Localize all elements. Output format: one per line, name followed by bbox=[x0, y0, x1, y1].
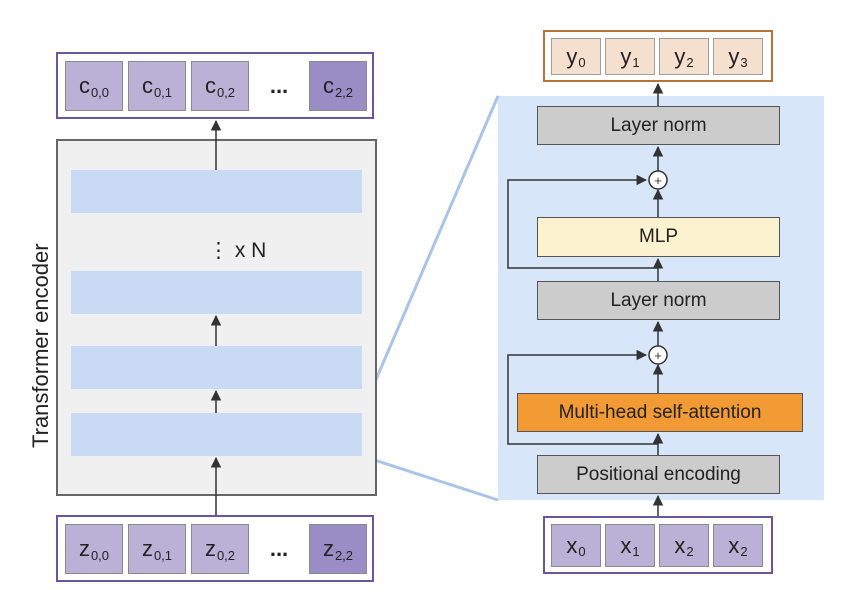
layer-norm-mid: Layer norm bbox=[537, 281, 780, 320]
input-token: z 2,2 bbox=[309, 524, 367, 574]
zoom-line-bottom bbox=[361, 454, 499, 502]
input-token: z 0,0 bbox=[65, 524, 123, 574]
input-token: z 0,1 bbox=[128, 524, 186, 574]
output-token: c 2,2 bbox=[309, 61, 367, 111]
input-token: z 0,2 bbox=[191, 524, 249, 574]
output-token: c 0,0 bbox=[65, 61, 123, 111]
output-token: c 0,2 bbox=[191, 61, 249, 111]
encoder-output-row: c 0,0 c 0,1 c 0,2 ... c 2,2 bbox=[56, 52, 374, 119]
encoder-input-row: z 0,0 z 0,1 z 0,2 ... z 2,2 bbox=[56, 515, 374, 582]
residual-connection-2 bbox=[507, 174, 658, 269]
encoder-layer bbox=[71, 271, 362, 314]
add-symbol: + bbox=[654, 173, 662, 188]
output-ellipsis: ... bbox=[269, 73, 289, 98]
layer-norm-top: Layer norm bbox=[537, 106, 780, 145]
positional-encoding-block: Positional encoding bbox=[537, 455, 780, 494]
zoom-line-top bbox=[360, 95, 500, 413]
add-node-upper bbox=[648, 170, 668, 190]
encoder-layer bbox=[71, 346, 362, 389]
add-symbol: + bbox=[654, 348, 662, 363]
encoder-layer bbox=[71, 413, 362, 456]
add-node-lower bbox=[648, 345, 668, 365]
residual-connection-1 bbox=[507, 349, 658, 445]
encoder-layer bbox=[71, 170, 362, 213]
repeat-n-label: ⋮ x N bbox=[208, 239, 267, 262]
multi-head-self-attention-block: Multi-head self-attention bbox=[517, 393, 803, 432]
input-ellipsis: ... bbox=[269, 536, 289, 561]
output-token: c 0,1 bbox=[128, 61, 186, 111]
mlp-block: MLP bbox=[537, 217, 780, 257]
